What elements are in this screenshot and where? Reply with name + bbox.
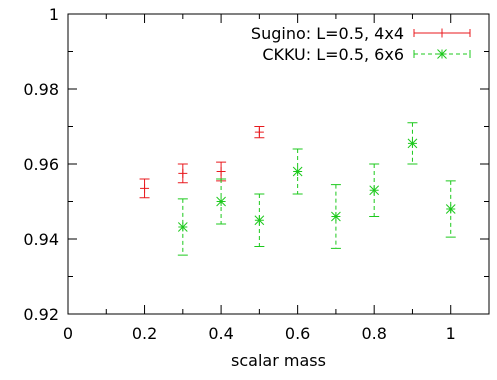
y-tick-label: 1 xyxy=(49,5,59,24)
point-marker xyxy=(140,183,150,193)
point-marker xyxy=(445,204,456,214)
legend-marker xyxy=(437,49,447,59)
data-point xyxy=(216,178,227,225)
data-point xyxy=(216,161,227,182)
x-tick-label: 1 xyxy=(446,324,456,343)
data-point xyxy=(177,163,188,184)
x-axis-title: scalar mass xyxy=(231,351,326,370)
point-marker xyxy=(407,138,418,149)
data-point xyxy=(330,184,341,249)
y-tick-label: 0.94 xyxy=(23,230,59,249)
point-marker-d2 xyxy=(369,185,380,196)
point-marker xyxy=(254,215,265,226)
x-axis: 0 0.2 0.4 0.6 0.8 1 xyxy=(63,14,490,343)
series-2 xyxy=(177,122,456,256)
data-point xyxy=(407,122,418,165)
point-marker-d2 xyxy=(177,222,188,232)
point-marker-d2 xyxy=(445,204,456,214)
y-tick-label: 0.98 xyxy=(23,80,59,99)
data-point xyxy=(254,193,265,247)
legend-entry-1: Sugino: L=0.5, 4x4 xyxy=(251,24,471,43)
legend-label: CKKU: L=0.5, 6x6 xyxy=(262,45,404,64)
x-tick-label: 0.6 xyxy=(285,324,310,343)
legend-label: Sugino: L=0.5, 4x4 xyxy=(251,24,404,43)
y-axis: 0.92 0.94 0.96 0.98 1 xyxy=(23,5,489,324)
x-tick-label: 0.8 xyxy=(361,324,386,343)
y-tick-label: 0.92 xyxy=(23,305,59,324)
legend: Sugino: L=0.5, 4x4 CKKU: L=0.5, 6x6 xyxy=(251,24,471,64)
y-tick-label: 0.96 xyxy=(23,155,59,174)
point-marker xyxy=(216,167,226,176)
plot-area xyxy=(139,122,456,256)
point-marker xyxy=(331,211,341,222)
point-marker xyxy=(177,222,188,232)
data-point xyxy=(369,163,380,217)
point-marker-d2 xyxy=(254,215,265,226)
data-point xyxy=(177,198,188,256)
data-point xyxy=(445,180,456,238)
point-marker xyxy=(178,168,188,178)
x-tick-label: 0 xyxy=(63,324,73,343)
point-marker-d2 xyxy=(331,211,341,222)
legend-entry-2: CKKU: L=0.5, 6x6 xyxy=(262,45,471,64)
point-marker xyxy=(369,185,380,196)
data-point xyxy=(254,126,265,139)
series-1 xyxy=(139,126,265,199)
x-tick-label: 0.4 xyxy=(208,324,233,343)
point-marker-d2 xyxy=(407,138,418,149)
data-point xyxy=(292,148,303,195)
point-marker-d2 xyxy=(292,166,303,177)
point-marker xyxy=(292,166,303,177)
point-marker-d2 xyxy=(216,196,226,207)
point-marker xyxy=(216,196,226,207)
x-tick-label: 0.2 xyxy=(132,324,157,343)
legend-marker xyxy=(437,28,447,38)
point-marker xyxy=(254,127,264,137)
legend-marker-d2 xyxy=(437,49,447,59)
data-point xyxy=(139,178,150,199)
